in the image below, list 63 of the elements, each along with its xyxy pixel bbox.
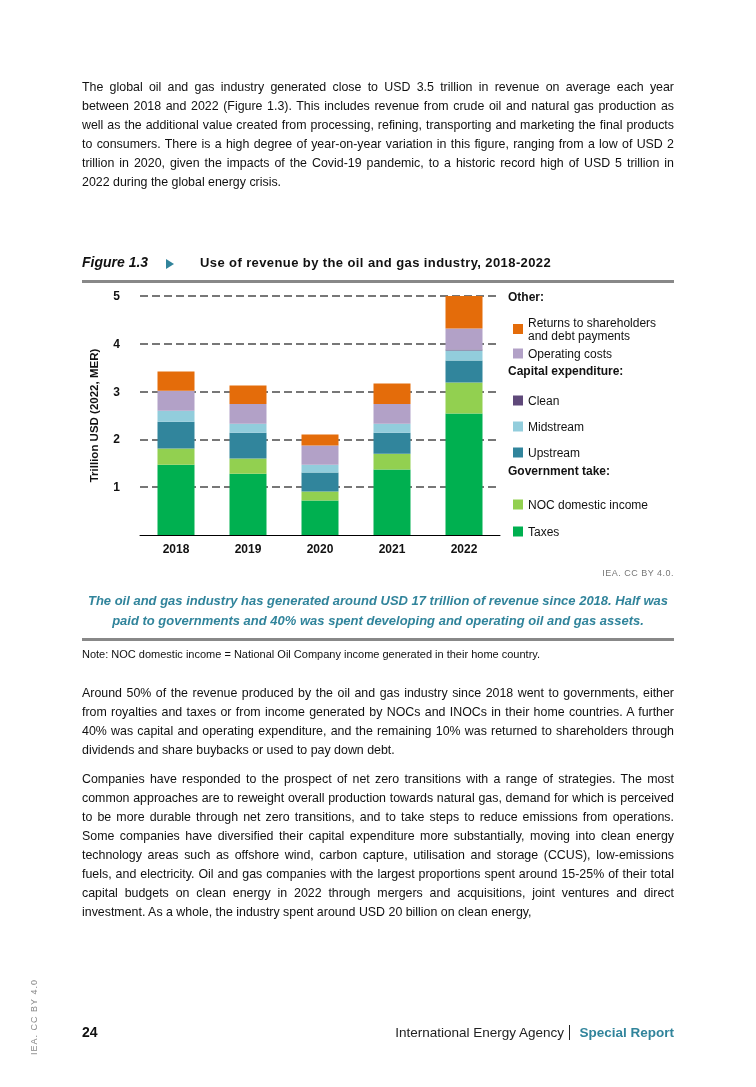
bar: [157, 410, 195, 422]
text: 24: [82, 1024, 98, 1040]
x-tick-label: 2019: [234, 542, 262, 556]
bar: [301, 464, 339, 473]
bar: [229, 423, 267, 433]
legend-label: Clean: [528, 393, 560, 408]
legend-label: Returns to shareholders and debt payments: [528, 315, 660, 343]
text: Government take:: [508, 464, 611, 478]
bar: [301, 500, 339, 535]
bar: [301, 445, 339, 465]
y-tick-label: 3: [113, 384, 121, 399]
bar: [445, 328, 483, 350]
bar: [373, 453, 411, 470]
y-tick-label: 1: [113, 480, 121, 495]
legend-label: Operating costs: [528, 346, 613, 361]
bar: [301, 472, 339, 492]
text: Around 50% of the revenue produced by the oil and gas industry since 2018 went to governments, either from royalties and taxes or from income generated by NOCs and INOCs in their home countries. A further 40% was capital and operating expenditure, and the remaining 10% was returned to shareholders through dividends and share buybacks or used to pay down debt.: [82, 685, 674, 759]
x-tick-label: 2021: [378, 542, 406, 556]
text: The global oil and gas industry generated close to USD 3.5 trillion in revenue on average each year between 2018 and 2022 (Figure 1.3). This includes revenue from crude oil and natural gas production as well as the additional value created from processing, refining, transporting and marketing the final products to consumers. There is a high degree of year-on-year variation in this figure, ranging from a low of USD 2 trillion in 2020, given the impacts of the Covid-19 pandemic, to a historic record high of USD 5 trillion in 2022 during the global energy crisis.: [82, 79, 674, 191]
y-axis-title: Trillion USD (2022, MER): [88, 348, 100, 483]
bar: [445, 296, 483, 329]
y-tick-label: 2: [113, 432, 121, 447]
bar: [157, 421, 195, 449]
bar: [445, 413, 483, 535]
text: IEA. CC BY 4.0.: [602, 568, 674, 578]
bar: [373, 469, 411, 535]
bar: [445, 350, 483, 361]
bar: [157, 464, 195, 535]
bar: [229, 432, 267, 459]
bar: [229, 404, 267, 424]
bar: [157, 390, 195, 411]
bar: [373, 383, 411, 405]
text: The oil and gas industry has generated around USD 17 trillion of revenue since 2018. Half was paid to governments and 40% was spent developing and operating oil and gas assets.: [86, 592, 670, 630]
bar: [157, 448, 195, 465]
y-tick-label: 5: [113, 289, 121, 303]
text: Companies have responded to the prospect of net zero transitions with a range of strategies. The most common approaches are to reweight overall production towards natural gas, demand for which is perceived to be more durable through net zero transitions, and to take steps to reduce emissions from operations. Some companies have diversified their capital expenditure more substantially, moving into clean energy technology areas such as offshore wind, carbon capture, utilisation and storage (CCUS), low-emissions fuels, and electricity. Oil and gas companies with the largest proportions spent around 15-25% of their total capital budgets on clean energy in 2022 through mergers and acquisitions, joint ventures and direct investment. As a whole, the industry spent around USD 20 billion on clean energy,: [82, 771, 674, 921]
bar: [229, 473, 267, 535]
x-tick-label: 2022: [450, 542, 478, 556]
bar: [373, 423, 411, 433]
caption: Figure 1.3: [82, 254, 149, 270]
text: Note: NOC domestic income = National Oil Company income generated in their home country.: [82, 648, 541, 660]
chart-title: Use of revenue by the oil and gas industry, 2018-2022: [200, 255, 552, 270]
x-tick-label: 2018: [162, 542, 190, 556]
bar: [373, 404, 411, 424]
text: Other:: [508, 290, 544, 304]
bar: [373, 432, 411, 454]
text: Special Report: [569, 1025, 674, 1040]
bar: [301, 434, 339, 446]
legend-label: NOC domestic income: [528, 497, 649, 512]
bar: [445, 382, 483, 414]
text: IEA. CC BY 4.0: [28, 979, 39, 1055]
bar: [157, 371, 195, 391]
text: Capital expenditure:: [508, 364, 624, 378]
bar: [301, 491, 339, 501]
text: International Energy Agency: [395, 1025, 564, 1040]
legend-label: Taxes: [528, 524, 560, 539]
bar: [229, 385, 267, 405]
x-tick-label: 2020: [306, 542, 334, 556]
legend-label: Upstream: [528, 445, 581, 460]
bar: [229, 458, 267, 474]
y-tick-label: 4: [113, 336, 121, 351]
bar: [445, 360, 483, 383]
legend-label: Midstream: [528, 419, 585, 434]
